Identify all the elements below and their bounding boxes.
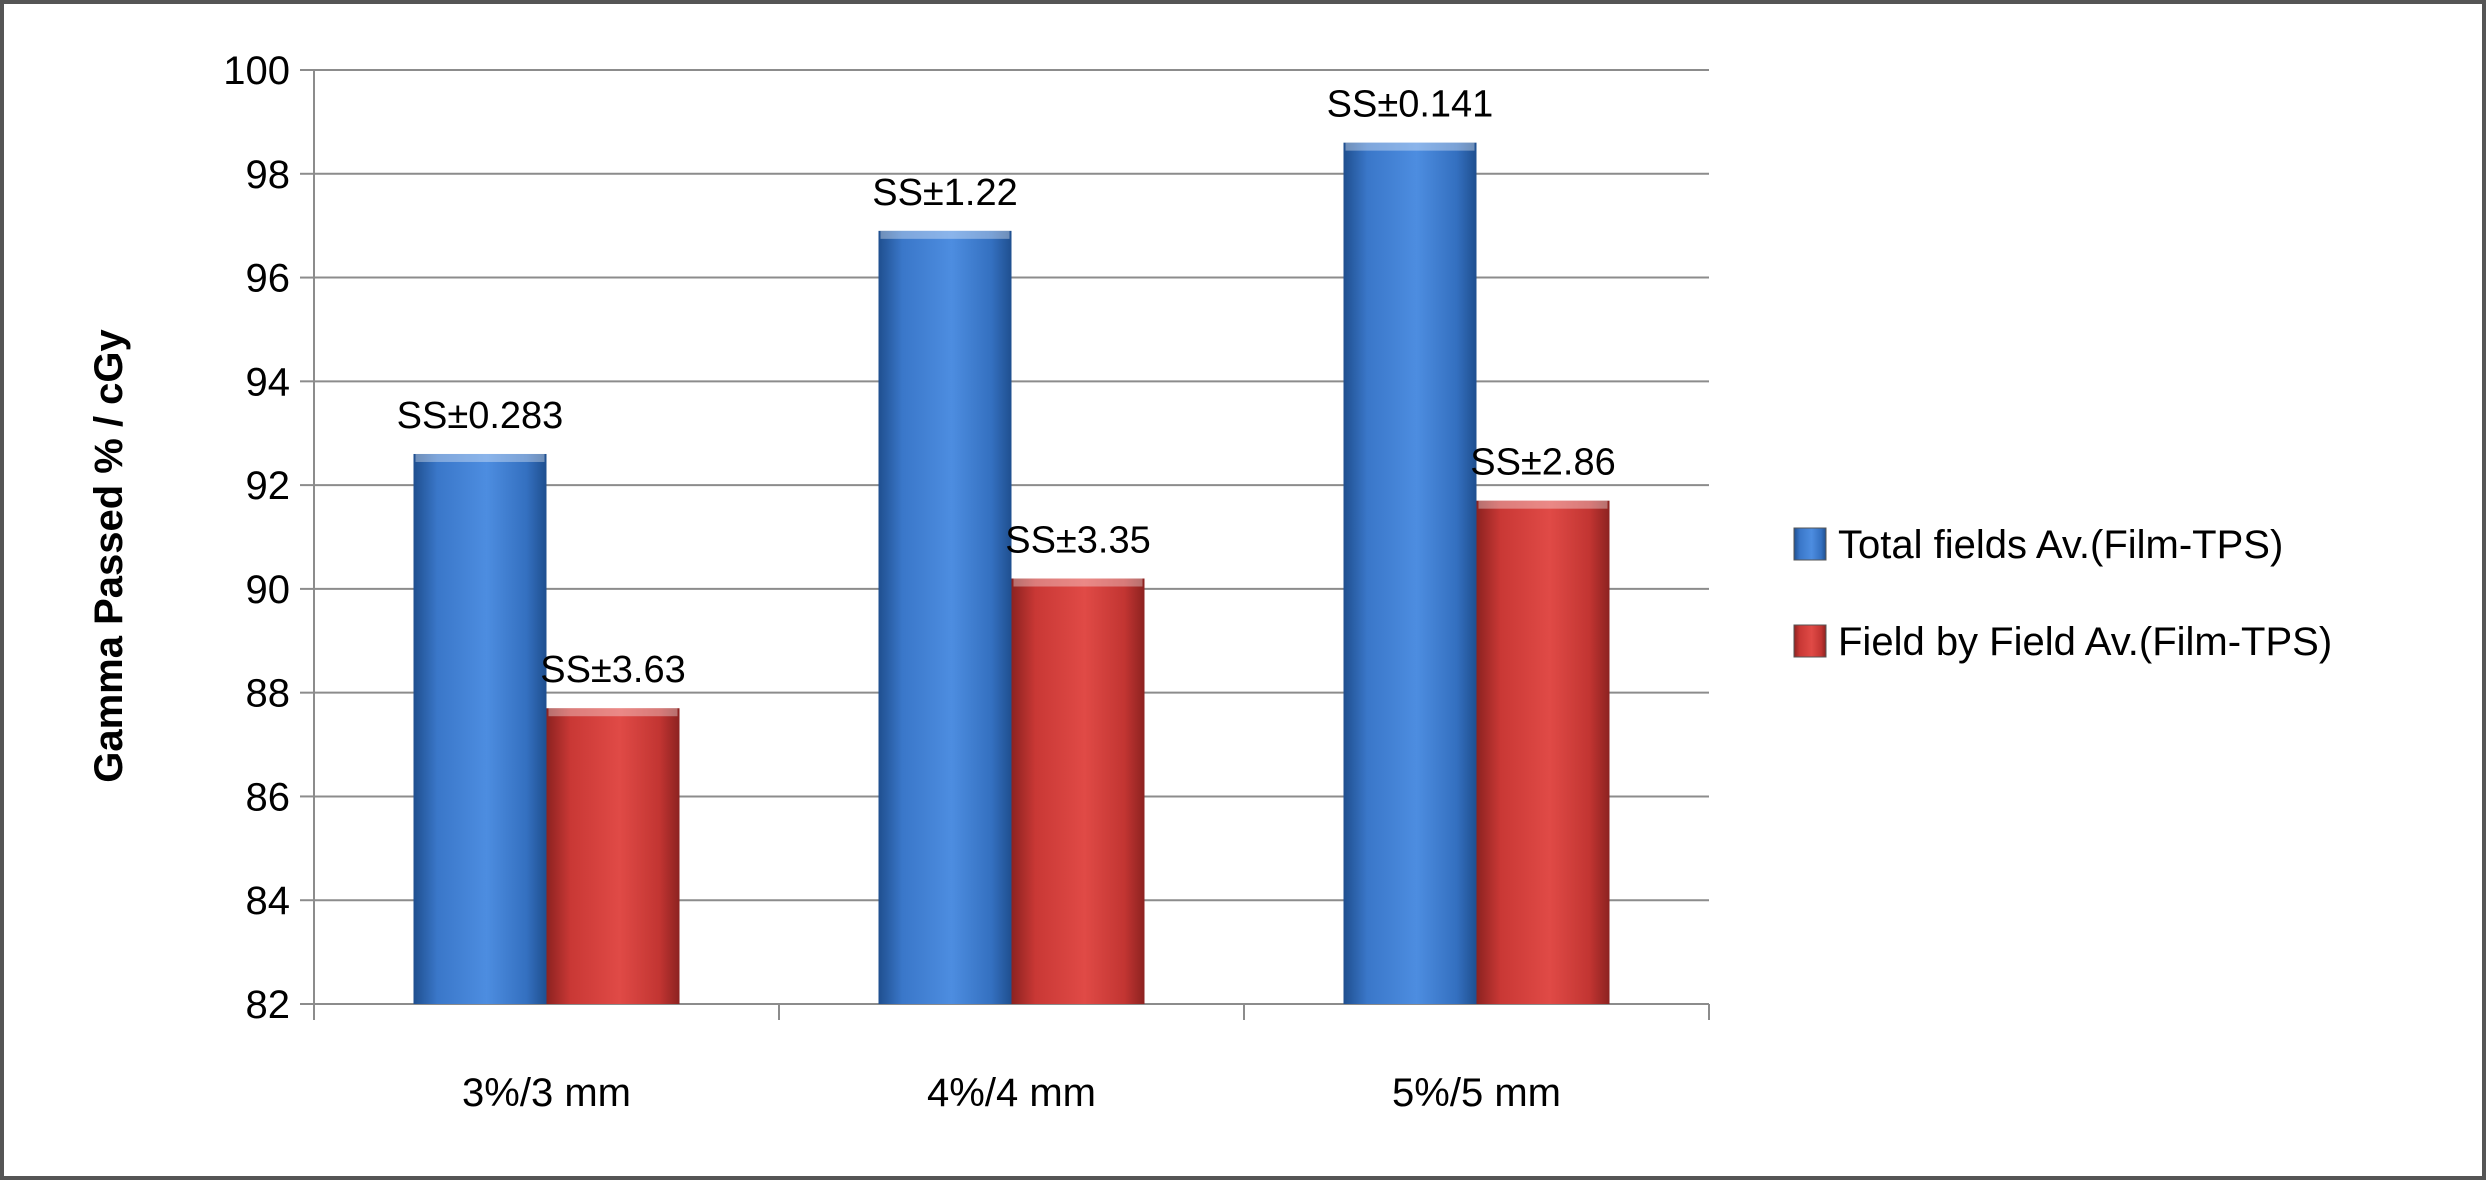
y-tick-label: 86	[246, 775, 291, 819]
data-label: SS±0.141	[1327, 84, 1494, 126]
x-category-label: 3%/3 mm	[462, 1071, 631, 1115]
bar-chart: 82 84 86 88 90 92 94 96 98 100 3%/3 mm 4%/4 mm 5%/5 …	[87, 49, 2332, 1115]
bar	[1476, 500, 1610, 1004]
y-tick-label: 100	[223, 49, 290, 93]
bar	[1011, 578, 1145, 1004]
bars	[413, 142, 1610, 1005]
y-tick-label: 88	[246, 672, 291, 716]
bar-highlight	[880, 230, 1010, 239]
x-category-label: 4%/4 mm	[927, 1071, 1096, 1115]
data-label: SS±1.22	[872, 172, 1018, 214]
y-tick-label: 98	[246, 153, 291, 197]
bar-highlight	[1013, 578, 1143, 587]
bar-highlight	[548, 708, 678, 717]
bar-highlight	[1478, 500, 1608, 509]
bar	[1343, 142, 1477, 1005]
y-tick-label: 92	[246, 464, 291, 508]
bar	[878, 230, 1012, 1004]
y-tick-label: 94	[246, 360, 291, 404]
legend-label: Field by Field Av.(Film-TPS)	[1838, 620, 2332, 664]
bar-highlight	[415, 453, 545, 462]
y-tick-label: 90	[246, 568, 291, 612]
axes: 82 84 86 88 90 92 94 96 98 100 3%/3 mm 4%/4 mm 5%/5 …	[223, 49, 1710, 1115]
bar-highlight	[1345, 142, 1475, 151]
data-label: SS±2.86	[1470, 442, 1616, 484]
bar	[413, 453, 547, 1004]
y-tick-label: 82	[246, 983, 291, 1027]
x-category-label: 5%/5 mm	[1392, 1071, 1561, 1115]
legend-swatch	[1793, 624, 1827, 658]
y-axis-title: Gamma Passed % / cGy	[87, 328, 131, 782]
legend-label: Total fields Av.(Film-TPS)	[1838, 523, 2283, 567]
legend-swatch	[1793, 527, 1827, 561]
legend: Total fields Av.(Film-TPS) Field by Field…	[1793, 523, 2332, 664]
bar	[546, 708, 680, 1004]
data-label: SS±0.283	[397, 395, 564, 437]
y-tick-label: 96	[246, 257, 291, 301]
data-label: SS±3.35	[1005, 520, 1151, 562]
data-labels: SS±0.283 SS±3.63 SS±1.22 SS±3.35 SS±0.141 SS±…	[397, 84, 1616, 692]
y-tick-label: 84	[246, 879, 291, 923]
data-label: SS±3.63	[540, 649, 686, 691]
